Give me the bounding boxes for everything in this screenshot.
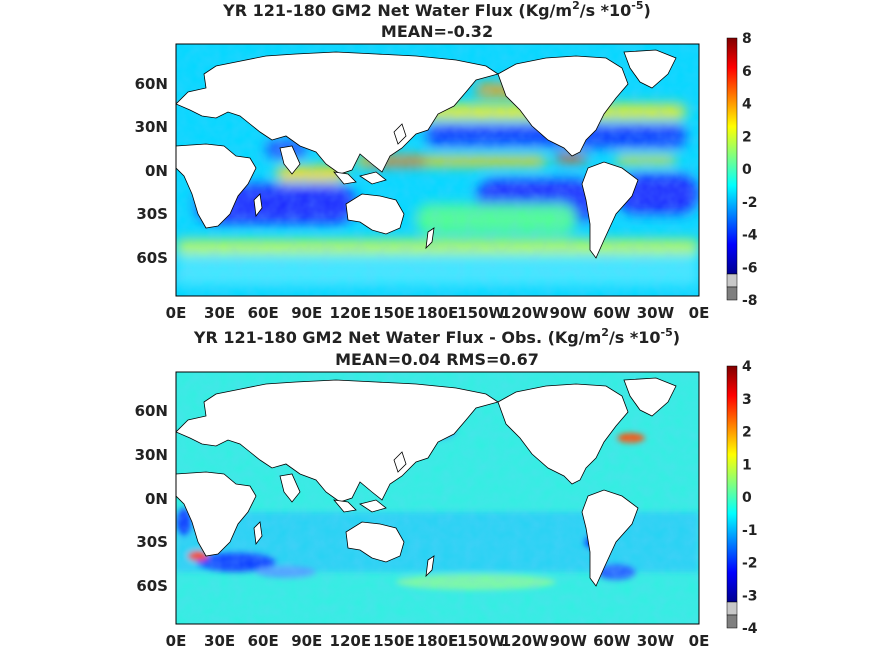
lon-label: 120W	[501, 632, 549, 650]
panel-1-colorbar: 8 6 4 2 0 -2 -4 -6 -8	[726, 31, 758, 309]
panel-1-lat-axis: 60N 30N 0N 30S 60S	[135, 75, 168, 267]
colorbar-tick-label: -2	[742, 195, 758, 211]
lon-label: 120E	[330, 632, 372, 650]
panel-2-stats: MEAN=0.04 RMS=0.67	[335, 350, 539, 369]
lon-label: 120W	[501, 304, 549, 322]
panel-2-title: YR 121-180 GM2 Net Water Flux - Obs. (Kg…	[193, 326, 680, 347]
lat-label: 0N	[145, 490, 168, 508]
lon-label: 0E	[166, 304, 187, 322]
colorbar-tick-label: 4	[742, 359, 752, 375]
lon-label: 30W	[637, 304, 675, 322]
lon-label: 90W	[550, 304, 588, 322]
colorbar-tick-label: 8	[742, 31, 752, 47]
lat-label: 60N	[135, 402, 168, 420]
panel-2-colorbar: 4 3 2 1 0 -1 -2 -3 -4	[726, 359, 758, 637]
colorbar-tick-label: 4	[742, 97, 752, 113]
colorbar-tick-label: 2	[742, 425, 752, 441]
colorbar-tick-label: -3	[742, 588, 758, 604]
colorbar-tick-label: -6	[742, 260, 758, 276]
lon-label: 0E	[689, 304, 710, 322]
lon-label: 150W	[457, 304, 505, 322]
lon-label: 90E	[291, 632, 322, 650]
colorbar-tick-label: 6	[742, 64, 752, 80]
colorbar-tick-label: -2	[742, 556, 758, 572]
colorbar-tick-label: 3	[742, 392, 752, 408]
lon-label: 60W	[593, 632, 631, 650]
colorbar-tick-label: 0	[742, 490, 752, 506]
lon-label: 180E	[417, 304, 459, 322]
lon-label: 90E	[291, 304, 322, 322]
colorbar-tick-label: -1	[742, 523, 758, 539]
panel-2-lat-axis: 60N 30N 0N 30S 60S	[135, 402, 168, 595]
colorbar-tick-label: 2	[742, 129, 752, 145]
lon-label: 120E	[330, 304, 372, 322]
panel-1-map	[175, 43, 700, 297]
lon-label: 180E	[417, 632, 459, 650]
lon-label: 60E	[248, 632, 279, 650]
lat-label: 30S	[136, 533, 168, 551]
lat-label: 60S	[136, 249, 168, 267]
lat-label: 30N	[135, 446, 168, 464]
lon-label: 30E	[204, 632, 235, 650]
lon-label: 30W	[637, 632, 675, 650]
colorbar-tick-label: 0	[742, 162, 752, 178]
lon-label: 90W	[550, 632, 588, 650]
panel-2: YR 121-180 GM2 Net Water Flux - Obs. (Kg…	[135, 326, 758, 650]
lon-label: 30E	[204, 304, 235, 322]
lat-label: 0N	[145, 162, 168, 180]
panel-1: YR 121-180 GM2 Net Water Flux (Kg/m2/s *…	[135, 0, 758, 322]
panel-2-map	[175, 371, 700, 625]
lon-label: 60W	[593, 304, 631, 322]
lat-label: 60S	[136, 577, 168, 595]
lat-label: 30S	[136, 205, 168, 223]
lon-label: 150E	[373, 632, 415, 650]
lon-label: 0E	[689, 632, 710, 650]
colorbar-tick-label: 1	[742, 457, 752, 473]
lon-label: 60E	[248, 304, 279, 322]
lon-label: 150E	[373, 304, 415, 322]
panel-1-stats: MEAN=-0.32	[381, 22, 493, 41]
lon-label: 0E	[166, 632, 187, 650]
colorbar-tick-label: -8	[742, 293, 758, 309]
colorbar-tick-label: -4	[742, 228, 758, 244]
panel-1-title: YR 121-180 GM2 Net Water Flux (Kg/m2/s *…	[222, 0, 651, 20]
lon-label: 150W	[457, 632, 505, 650]
lat-label: 30N	[135, 118, 168, 136]
lat-label: 60N	[135, 75, 168, 93]
colorbar-tick-label: -4	[742, 621, 758, 637]
